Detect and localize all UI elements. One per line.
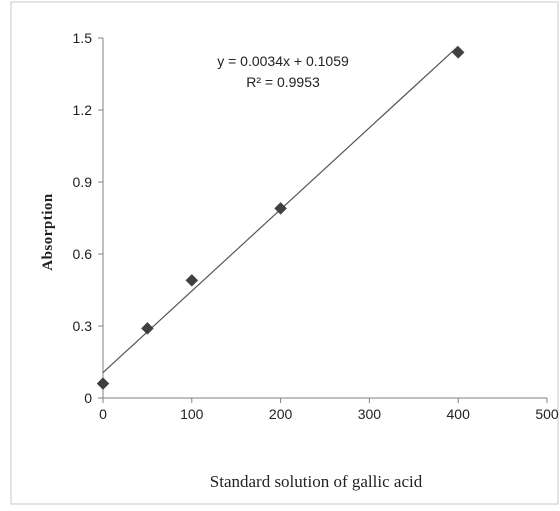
y-tick-label: 0.9 bbox=[73, 174, 93, 190]
y-tick-label: 0.3 bbox=[73, 318, 93, 334]
axis-ticks: 0 0.3 0.6 0.9 1.2 1.5 0 100 200 300 400 500 bbox=[73, 30, 559, 422]
x-tick-label: 500 bbox=[535, 406, 559, 422]
y-axis-title: Absorption bbox=[40, 193, 56, 271]
x-tick-label: 0 bbox=[99, 406, 107, 422]
data-point bbox=[451, 46, 465, 59]
data-points bbox=[96, 46, 465, 390]
y-tick-label: 0 bbox=[84, 390, 92, 406]
trendline-equation: y = 0.0034x + 0.1059 bbox=[217, 53, 349, 69]
data-point bbox=[141, 322, 154, 335]
r-squared-label: R² = 0.9953 bbox=[246, 74, 320, 90]
x-tick-label: 300 bbox=[358, 406, 382, 422]
chart-border bbox=[10, 1, 559, 505]
data-point bbox=[274, 202, 287, 215]
x-axis-title: Standard solution of gallic acid bbox=[210, 472, 423, 491]
x-tick-label: 200 bbox=[269, 406, 293, 422]
y-tick-label: 0.6 bbox=[73, 246, 93, 262]
y-tick-label: 1.5 bbox=[73, 30, 93, 46]
y-tick-label: 1.2 bbox=[73, 102, 93, 118]
x-tick-label: 400 bbox=[447, 406, 471, 422]
data-point bbox=[96, 377, 110, 390]
data-point bbox=[185, 274, 199, 287]
x-tick-label: 100 bbox=[180, 406, 204, 422]
